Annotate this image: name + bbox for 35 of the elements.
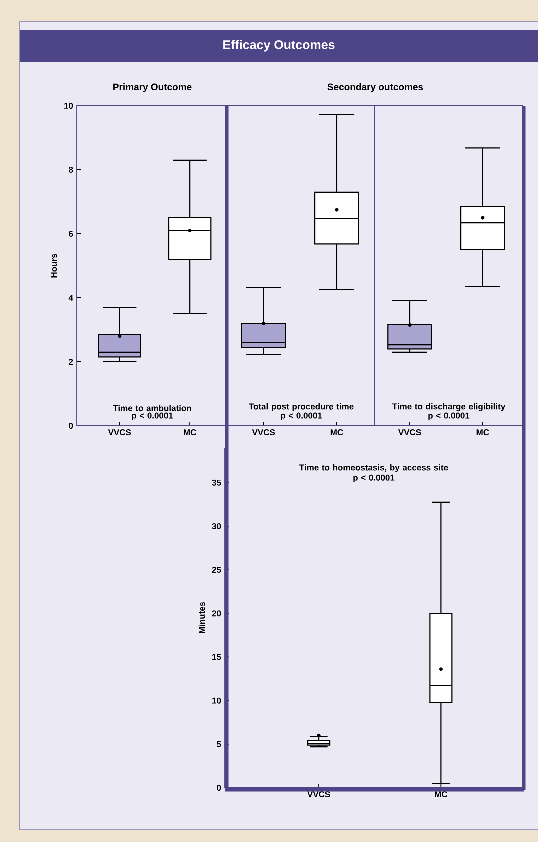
y-axis-title: Hours xyxy=(51,254,58,278)
y-tick-label: 8 xyxy=(69,166,74,173)
chart-subtitle: Secondary outcomes xyxy=(328,84,424,92)
y-tick-label: 5 xyxy=(217,741,222,748)
y-tick-label: 4 xyxy=(68,295,74,301)
y-tick-label: 6 xyxy=(69,230,74,237)
y-tick-label: 0 xyxy=(69,422,74,429)
y-tick-label: 15 xyxy=(212,654,222,660)
annotation: Total post procedure time xyxy=(249,403,354,412)
chart-title: Efficacy Outcomes xyxy=(224,40,335,52)
annotation: p < 0.0001 xyxy=(428,412,470,420)
y-tick-label: 2 xyxy=(69,359,74,365)
y-tick-label: 0 xyxy=(217,784,222,791)
x-tick-label: VVCS xyxy=(398,430,422,436)
chart-subtitle: Primary Outcome xyxy=(114,84,192,92)
annotation: Time to ambulation xyxy=(113,405,192,412)
y-tick-label: 10 xyxy=(212,698,222,704)
annotation: p < 0.0001 xyxy=(281,412,322,420)
x-tick-label: MC xyxy=(330,430,344,436)
annotation: Time to discharge eligibility xyxy=(392,403,506,412)
y-tick-label: 25 xyxy=(212,567,222,574)
x-tick-label: VVCS xyxy=(308,792,330,798)
y-axis-title: Minutes xyxy=(198,602,206,634)
x-tick-label: MC xyxy=(184,430,196,436)
x-tick-label: VVCS xyxy=(108,430,132,436)
y-tick-label: 10 xyxy=(64,102,74,109)
x-tick-label: VVCS xyxy=(252,430,276,436)
annotation: p < 0.0001 xyxy=(132,412,174,420)
y-tick-label: 35 xyxy=(212,480,222,486)
text: Time to homeostasis, by access site xyxy=(300,464,448,472)
y-tick-label: 20 xyxy=(212,610,222,617)
y-tick-label: 30 xyxy=(212,523,222,530)
x-tick-label: MC xyxy=(476,430,490,436)
annotation: p < 0.0001 xyxy=(354,474,395,483)
x-tick-label: MC xyxy=(435,792,448,798)
